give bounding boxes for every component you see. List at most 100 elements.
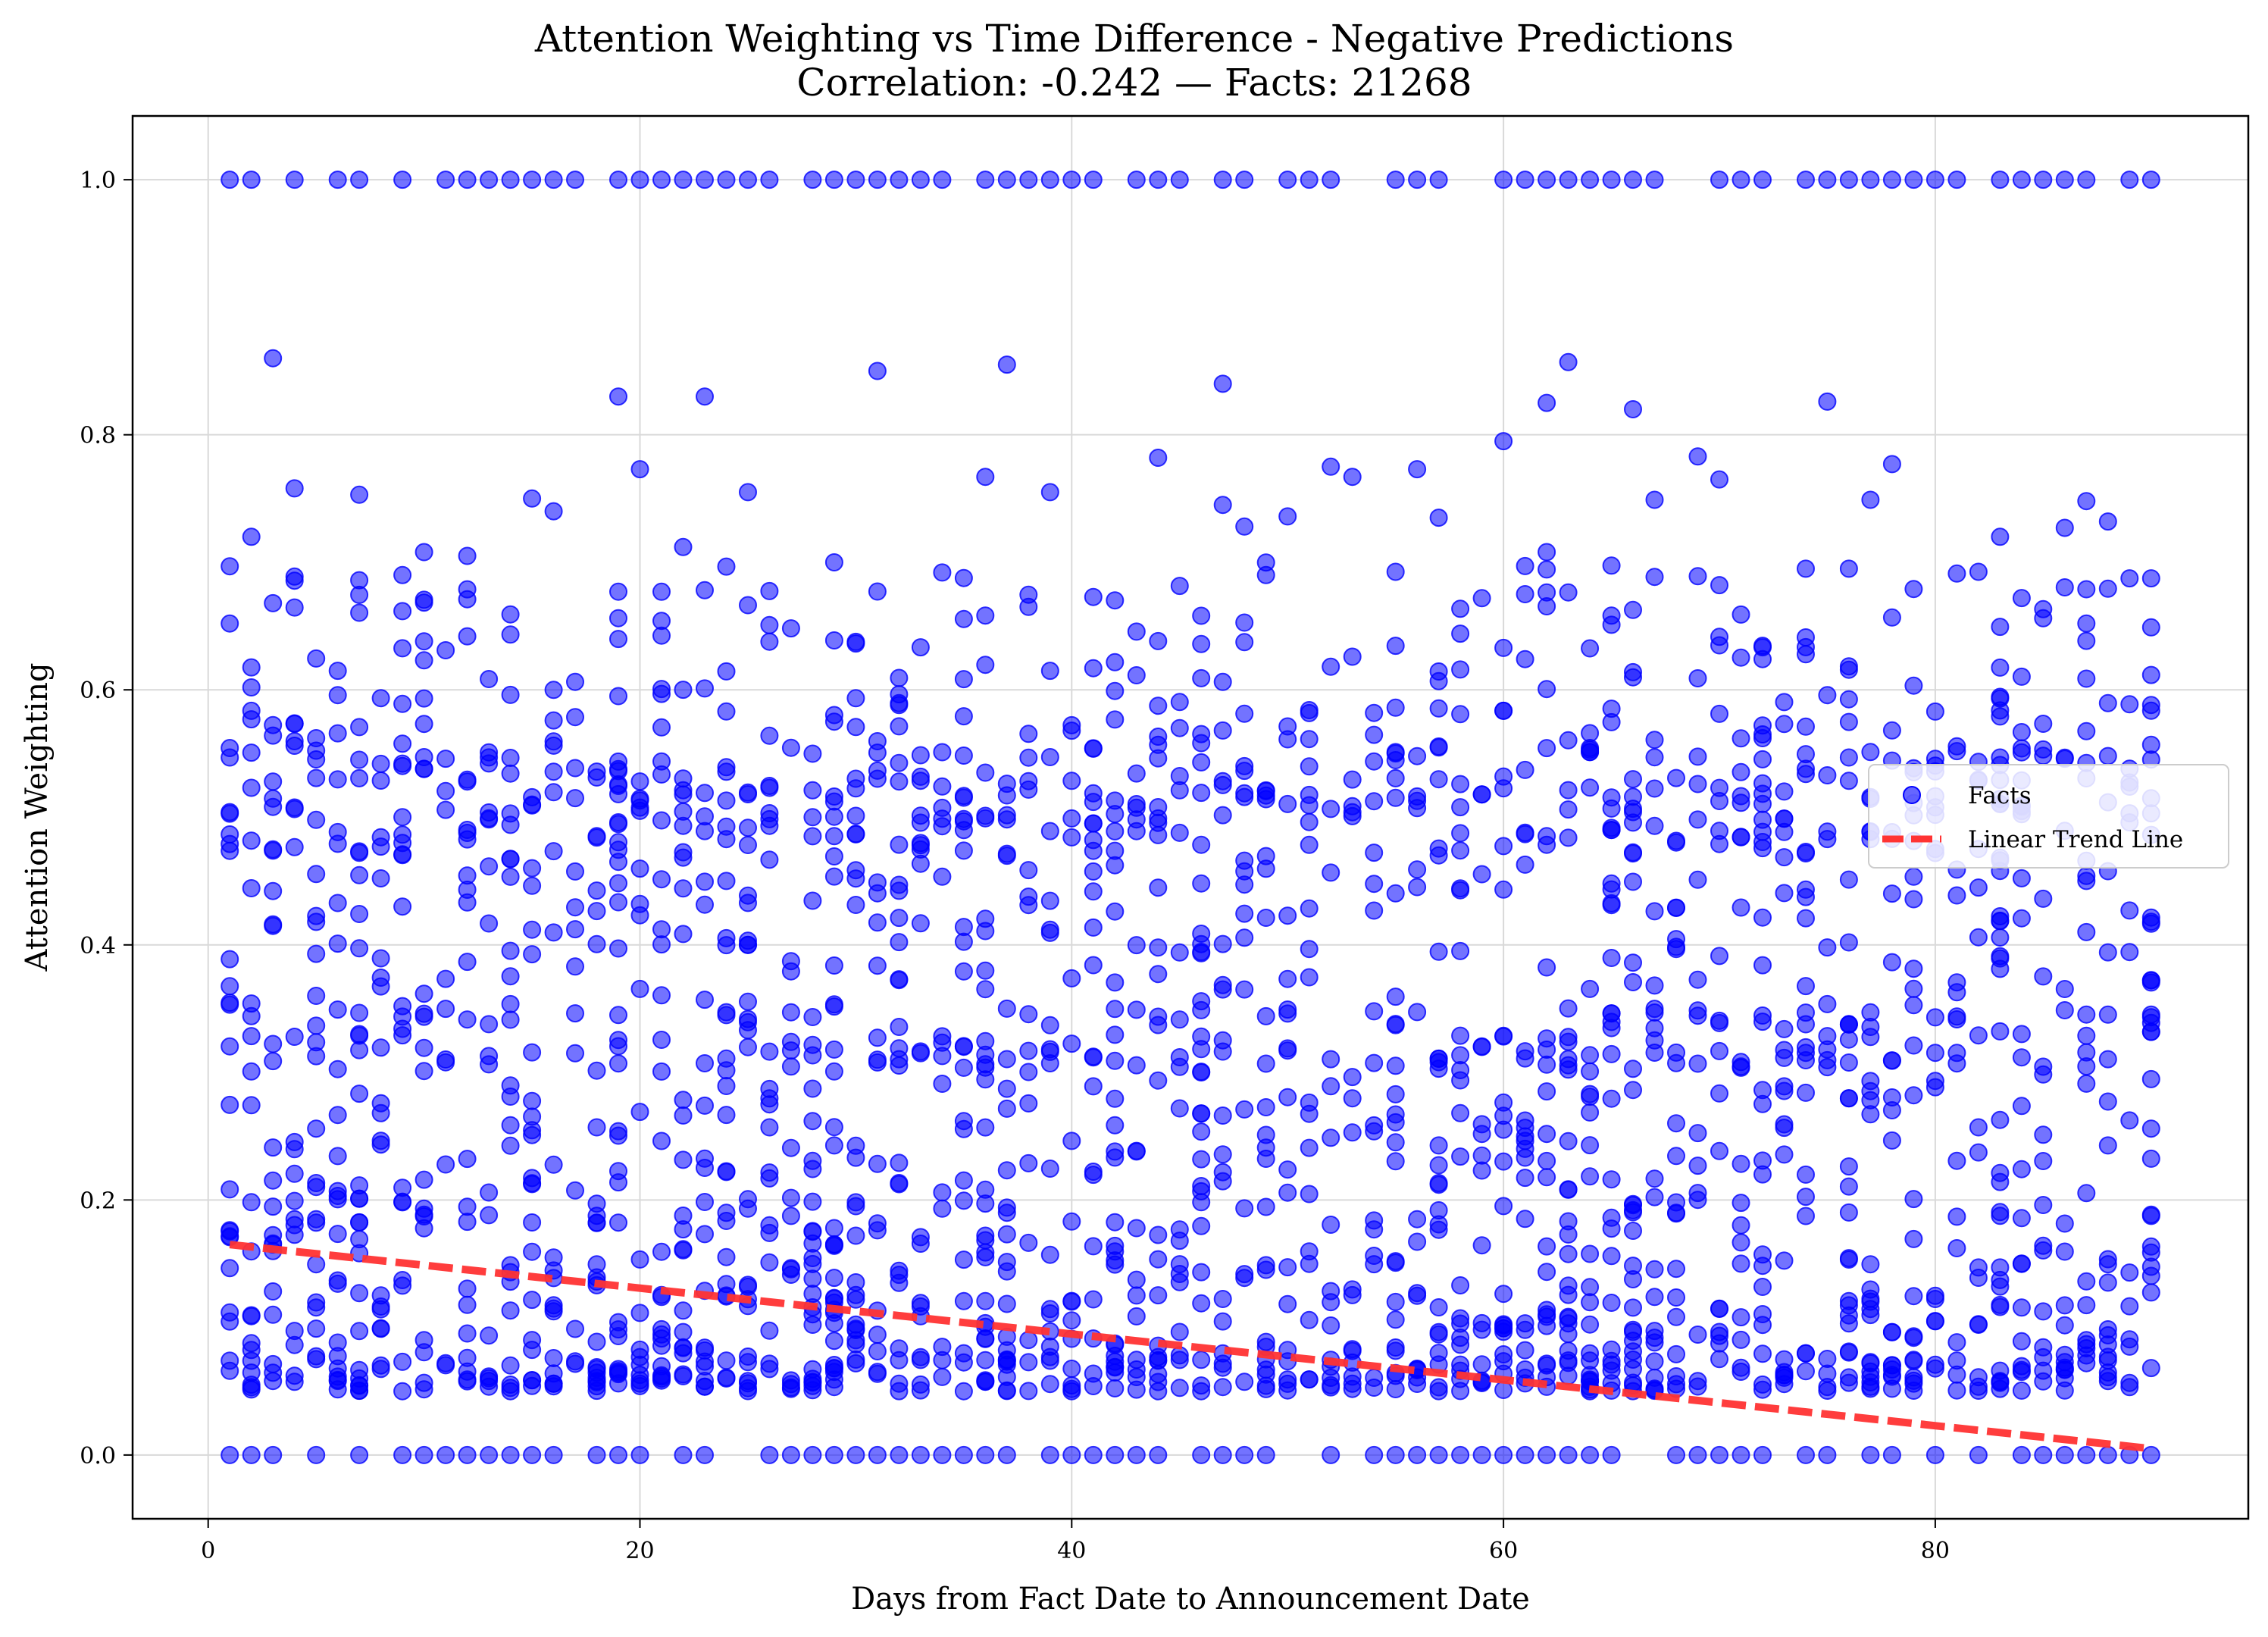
data-point (739, 1038, 757, 1056)
data-point (1127, 1270, 1146, 1289)
data-point (350, 844, 369, 862)
data-point (1170, 1379, 1189, 1398)
data-point (1127, 1141, 1146, 1160)
data-point (1839, 1177, 1858, 1196)
data-point (1365, 901, 1384, 920)
data-point (1429, 839, 1448, 858)
data-point (1904, 1229, 1923, 1248)
data-point (717, 557, 736, 576)
data-point (350, 718, 369, 737)
data-point (717, 1106, 736, 1125)
data-point (609, 387, 627, 406)
data-point (890, 772, 909, 791)
data-point (1861, 1445, 1880, 1464)
data-point (1839, 1250, 1858, 1269)
data-point (1235, 928, 1254, 947)
data-point (760, 804, 779, 822)
data-point (1192, 874, 1211, 893)
data-point (350, 939, 369, 958)
data-point (566, 171, 584, 189)
data-point (2012, 1381, 2031, 1400)
data-point (501, 1379, 520, 1398)
data-point (1732, 605, 1750, 624)
data-point (1710, 1445, 1728, 1464)
data-point (1451, 599, 1470, 618)
data-point (1149, 1351, 1168, 1369)
data-point (1516, 1445, 1534, 1464)
data-point (933, 1367, 952, 1386)
data-point (544, 502, 563, 521)
data-point (781, 952, 800, 971)
data-point (630, 1445, 649, 1464)
data-point (1882, 1322, 1901, 1341)
data-point (739, 1199, 757, 1218)
data-point (803, 1079, 822, 1098)
data-point (1753, 750, 1772, 768)
data-point (1753, 1278, 1772, 1296)
data-point (1062, 828, 1081, 847)
data-point (1408, 1003, 1427, 1022)
data-point (1106, 681, 1125, 700)
data-point (2077, 1445, 2096, 1464)
data-point (1753, 171, 1772, 189)
data-point (1602, 880, 1621, 899)
data-point (1732, 1057, 1750, 1076)
data-point (1278, 969, 1297, 988)
data-point (1451, 1445, 1470, 1464)
data-point (393, 1007, 412, 1026)
data-point (328, 1225, 347, 1244)
data-point (824, 827, 843, 846)
data-point (458, 171, 477, 189)
data-point (2141, 171, 2160, 189)
data-point (803, 171, 822, 189)
data-point (1559, 800, 1578, 819)
data-point (1688, 1006, 1707, 1025)
data-point (1106, 973, 1125, 992)
data-point (954, 788, 973, 807)
data-point (1624, 1298, 1642, 1317)
data-point (414, 1062, 433, 1081)
data-point (2012, 743, 2031, 762)
data-point (1322, 800, 1340, 818)
data-point (609, 893, 627, 912)
data-point (1040, 748, 1059, 766)
data-point (414, 1445, 433, 1464)
data-point (1213, 1290, 1232, 1308)
data-point (674, 1106, 693, 1125)
data-point (1343, 1280, 1362, 1299)
data-point (1062, 1311, 1081, 1330)
data-point (1084, 587, 1103, 606)
data-point (1667, 937, 1685, 956)
data-point (1559, 1050, 1578, 1069)
data-point (1710, 628, 1728, 646)
data-point (1019, 772, 1038, 790)
data-point (1278, 717, 1297, 736)
data-point (393, 808, 412, 827)
data-point (1127, 795, 1146, 813)
data-point (1688, 1184, 1707, 1203)
data-point (1581, 1062, 1600, 1081)
data-point (760, 850, 779, 869)
data-point (1429, 770, 1448, 789)
data-point (393, 1178, 412, 1197)
data-point (1127, 810, 1146, 829)
data-point (1797, 1165, 1815, 1184)
data-point (1839, 1015, 1858, 1034)
data-point (242, 701, 261, 720)
data-point (1818, 1445, 1837, 1464)
data-point (1192, 1063, 1211, 1081)
data-point (1300, 1104, 1319, 1123)
data-point (1256, 909, 1275, 927)
data-point (846, 632, 865, 651)
data-point (954, 1191, 973, 1210)
data-point (1343, 1089, 1362, 1108)
data-point (458, 1324, 477, 1343)
data-point (328, 1347, 347, 1366)
data-point (371, 1103, 390, 1122)
data-point (2077, 614, 2096, 633)
data-point (781, 1032, 800, 1051)
data-point (480, 914, 499, 933)
data-point (501, 994, 520, 1013)
data-point (1624, 973, 1642, 991)
data-point (1624, 600, 1642, 619)
